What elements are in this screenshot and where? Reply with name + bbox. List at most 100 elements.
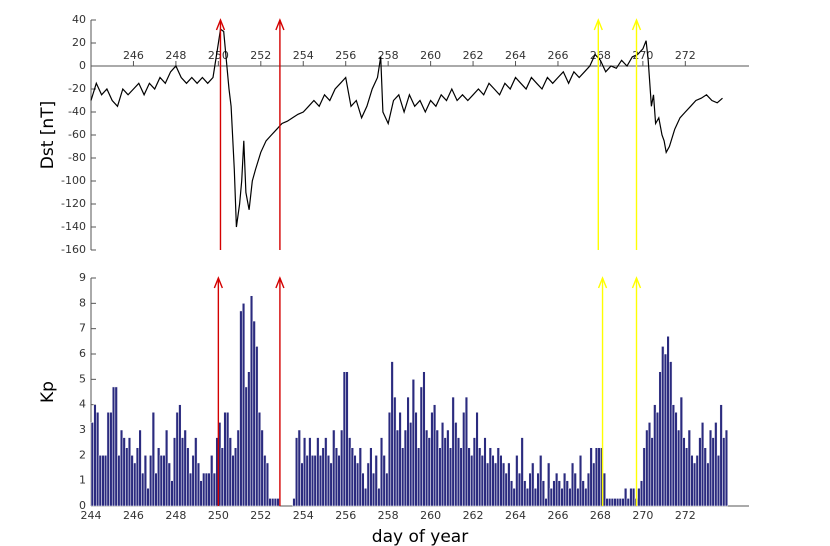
- kp-bar: [276, 498, 280, 507]
- kp-bar: [165, 429, 169, 507]
- kp-bar: [326, 455, 331, 507]
- kp-bar: [130, 455, 134, 507]
- kp-bar: [639, 480, 644, 507]
- kp-bar: [170, 480, 174, 507]
- kp-bar: [111, 386, 116, 507]
- x-tick-label: 246: [123, 49, 144, 62]
- x-tick-label: 244: [81, 509, 102, 522]
- kp-bar: [438, 447, 442, 507]
- kp-bar: [533, 488, 537, 507]
- event-arrow-head: [593, 18, 603, 31]
- kp-bar: [671, 404, 675, 507]
- kp-bar: [637, 488, 641, 507]
- x-tick-label: 268: [590, 49, 611, 62]
- y-tick-label: 9: [79, 271, 86, 284]
- x-tick-label: 268: [590, 509, 611, 522]
- kp-bar: [597, 447, 601, 507]
- kp-bar: [393, 396, 397, 507]
- kp-bar: [422, 371, 426, 507]
- kp-bar: [528, 472, 532, 507]
- kp-bar: [141, 472, 145, 507]
- kp-bar: [576, 488, 580, 507]
- kp-bar: [618, 498, 622, 507]
- kp-bar: [592, 462, 596, 507]
- x-tick-label: 258: [378, 509, 399, 522]
- kp-bar: [557, 480, 561, 507]
- kp-bar: [446, 429, 450, 507]
- kp-bar: [406, 396, 410, 507]
- y-tick-label: -120: [61, 197, 86, 210]
- kp-bar: [703, 447, 707, 507]
- kp-bar: [234, 447, 238, 507]
- x-tick-label: 260: [420, 49, 441, 62]
- kp-bar: [268, 498, 272, 507]
- kp-bar: [719, 404, 723, 507]
- kp-bar: [589, 447, 593, 507]
- x-tick-label: 246: [123, 509, 144, 522]
- kp-bar: [249, 295, 254, 507]
- kp-bar: [308, 437, 312, 507]
- y-tick-label: 3: [79, 423, 86, 436]
- event-arrow-head: [275, 276, 285, 289]
- y-tick-label: -60: [68, 128, 86, 141]
- x-tick-label: 248: [165, 509, 186, 522]
- kp-bar: [666, 336, 670, 507]
- kp-bar: [260, 429, 264, 507]
- kp-bar: [313, 455, 317, 507]
- kp-bar: [212, 472, 216, 507]
- x-tick-label: 256: [335, 49, 356, 62]
- kp-bar: [162, 455, 166, 507]
- kp-bar: [90, 422, 94, 507]
- y-tick-label: 2: [79, 448, 86, 461]
- kp-bar: [440, 422, 445, 507]
- dst-line: [90, 28, 723, 228]
- kp-bar: [361, 472, 365, 507]
- kp-bar: [247, 371, 251, 507]
- x-tick-label: 262: [463, 49, 484, 62]
- kp-bar: [624, 488, 628, 507]
- kp-bar: [714, 422, 718, 507]
- kp-bar: [395, 429, 400, 507]
- kp-bar: [647, 422, 652, 507]
- kp-bar: [663, 353, 668, 507]
- kp-bar: [480, 455, 484, 507]
- kp-bar: [722, 437, 726, 507]
- kp-bar: [552, 480, 556, 507]
- y-axis-label: Dst [nT]: [38, 101, 58, 169]
- kp-bar: [364, 488, 368, 507]
- kp-bar: [337, 455, 341, 507]
- kp-bar: [613, 498, 617, 507]
- kp-bar: [448, 447, 453, 507]
- kp-bar: [125, 447, 129, 507]
- kp-bar: [708, 429, 713, 507]
- kp-bar: [544, 498, 548, 507]
- kp-bar: [244, 386, 248, 507]
- kp-bar: [210, 455, 214, 507]
- x-tick-label: 248: [165, 49, 186, 62]
- kp-bar: [565, 480, 569, 507]
- kp-bar: [374, 455, 378, 507]
- kp-bar: [138, 429, 142, 507]
- kp-bar: [674, 412, 678, 507]
- kp-bar: [531, 462, 535, 507]
- kp-bar: [478, 447, 482, 507]
- kp-bar: [512, 488, 516, 507]
- kp-bar: [573, 472, 577, 507]
- kp-bar: [318, 455, 323, 507]
- kp-bar: [379, 437, 384, 507]
- x-tick-label: 266: [547, 509, 568, 522]
- kp-bar: [345, 371, 349, 507]
- kp-bar: [228, 437, 232, 507]
- x-tick-label: 264: [505, 49, 526, 62]
- kp-bar: [504, 472, 508, 507]
- kp-bar: [122, 437, 126, 507]
- kp-bar: [292, 498, 296, 507]
- kp-bar: [491, 455, 495, 507]
- kp-bar: [509, 480, 514, 507]
- kp-bar: [180, 437, 185, 507]
- x-tick-label: 272: [675, 49, 696, 62]
- y-tick-label: 20: [72, 36, 86, 49]
- x-tick-label: 250: [208, 509, 229, 522]
- kp-bar: [114, 386, 118, 507]
- kp-bar: [629, 488, 633, 507]
